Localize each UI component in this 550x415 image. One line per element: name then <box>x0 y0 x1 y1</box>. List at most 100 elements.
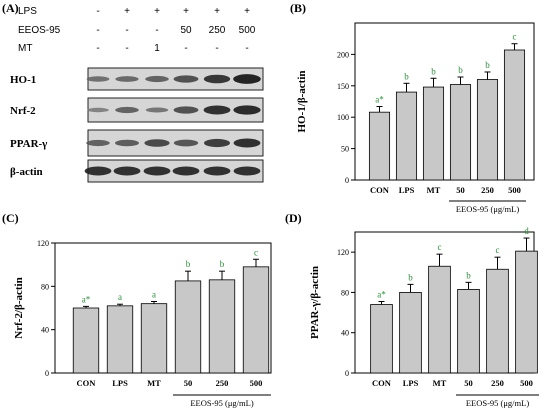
category-label: 500 <box>508 185 521 195</box>
band-label: PPAR-γ <box>10 138 47 150</box>
blot-band <box>233 74 261 84</box>
blot-band <box>172 166 200 176</box>
blot-band <box>173 139 199 147</box>
significance-letter: b <box>458 65 463 75</box>
y-tick-label: 40 <box>41 326 49 335</box>
blot-band <box>113 166 141 176</box>
bar <box>399 292 422 374</box>
blot-band <box>173 106 199 114</box>
blot-bands: HO-1 Nrf-2 PPAR-γ β-actin <box>10 67 264 183</box>
significance-letter: c <box>438 242 442 252</box>
blot-band <box>115 106 139 114</box>
treatment-value: - <box>96 25 99 36</box>
y-tick-label: 100 <box>337 113 349 122</box>
y-tick-label: 0 <box>345 369 349 378</box>
bar <box>449 84 472 181</box>
y-axis-label: PPAR-γ/β-actin <box>309 266 321 339</box>
blot-band <box>233 138 261 148</box>
panel-label-a: (A) <box>2 1 19 15</box>
treatment-value: 500 <box>239 25 256 36</box>
significance-letter: c <box>496 245 500 255</box>
bar <box>457 289 480 374</box>
blot-band <box>173 75 199 83</box>
treatment-value: 250 <box>209 25 226 36</box>
category-label: MT <box>433 378 447 388</box>
treatment-value: - <box>184 43 187 54</box>
bar <box>174 280 202 374</box>
blot-band <box>115 76 139 82</box>
category-label: 500 <box>520 378 533 388</box>
significance-letter: a* <box>375 95 384 105</box>
category-label: 50 <box>464 378 473 388</box>
y-tick-label: 120 <box>37 239 49 248</box>
chart-ppar: (D) 0 40 80 120 PPAR-γ/β-actin a* CON b LPS c MT b 50… <box>285 211 539 408</box>
treatment-value: + <box>244 6 250 17</box>
blot-band <box>87 107 109 113</box>
blot-band <box>145 107 169 113</box>
category-label: 250 <box>491 378 504 388</box>
blot-band <box>203 166 231 176</box>
category-label: 50 <box>184 378 193 388</box>
bar <box>208 279 236 374</box>
chart-nrf2: (C) 0 40 80 120 Nrf-2/β-actin a* CON a LPS a MT b 50 b… <box>2 211 272 408</box>
blot-band <box>233 105 261 115</box>
y-axis-label: Nrf-2/β-actin <box>13 277 25 338</box>
y-tick-label: 120 <box>337 248 349 257</box>
panel-label: (B) <box>290 1 306 15</box>
treatment-label: EEOS-95 <box>18 25 61 36</box>
treatment-value: - <box>96 6 99 17</box>
category-label: CON <box>77 378 97 388</box>
y-axis-label: HO-1/β-actin <box>296 70 308 132</box>
treatment-value: - <box>125 25 128 36</box>
treatment-rows: LPS - + + + + + EEOS-95 - - - 50 250 500 MT - - 1 - - - <box>18 6 256 54</box>
significance-letter: b <box>186 259 191 269</box>
y-tick-label: 0 <box>45 369 49 378</box>
y-tick-label: 40 <box>341 329 349 338</box>
treatment-value: 50 <box>180 25 192 36</box>
bar <box>515 250 538 374</box>
category-label: LPS <box>403 378 419 388</box>
category-label: 50 <box>456 185 465 195</box>
significance-letter: b <box>404 71 409 81</box>
treatment-value: + <box>154 6 160 17</box>
blot-band <box>86 139 110 147</box>
bar <box>72 307 100 374</box>
panel-label: (D) <box>285 211 302 225</box>
blot-band <box>84 166 112 176</box>
category-label: CON <box>370 185 390 195</box>
blot-band <box>143 166 171 176</box>
plot-frame <box>354 22 535 181</box>
group-label: EEOS-95 (μg/mL) <box>190 398 254 408</box>
significance-letter: a* <box>82 294 91 304</box>
category-label: CON <box>372 378 392 388</box>
bar <box>428 265 451 374</box>
blot-band <box>203 105 231 115</box>
treatment-value: - <box>125 43 128 54</box>
y-tick-label: 200 <box>337 50 349 59</box>
bar <box>395 91 418 181</box>
category-label: LPS <box>112 378 128 388</box>
bar <box>242 266 270 374</box>
significance-letter: b <box>408 272 413 282</box>
category-label: 250 <box>216 378 229 388</box>
bar <box>486 268 509 374</box>
significance-letter: d <box>524 226 529 236</box>
band-label: HO-1 <box>10 74 36 86</box>
category-label: 500 <box>250 378 263 388</box>
y-tick-label: 80 <box>41 282 49 291</box>
category-label: LPS <box>399 185 415 195</box>
group-label: EEOS-95 (μg/mL) <box>456 204 520 214</box>
blot-band <box>203 74 231 84</box>
y-tick-label: 0 <box>345 176 349 185</box>
bar <box>140 303 168 374</box>
significance-letter: b <box>466 270 471 280</box>
y-tick-label: 50 <box>341 145 349 154</box>
blot-band <box>144 139 170 147</box>
treatment-label: MT <box>18 43 32 54</box>
significance-letter: b <box>431 66 436 76</box>
category-label: MT <box>147 378 161 388</box>
treatment-value: - <box>96 43 99 54</box>
group-label: EEOS-95 (μg/mL) <box>466 398 530 408</box>
category-label: 250 <box>481 185 494 195</box>
